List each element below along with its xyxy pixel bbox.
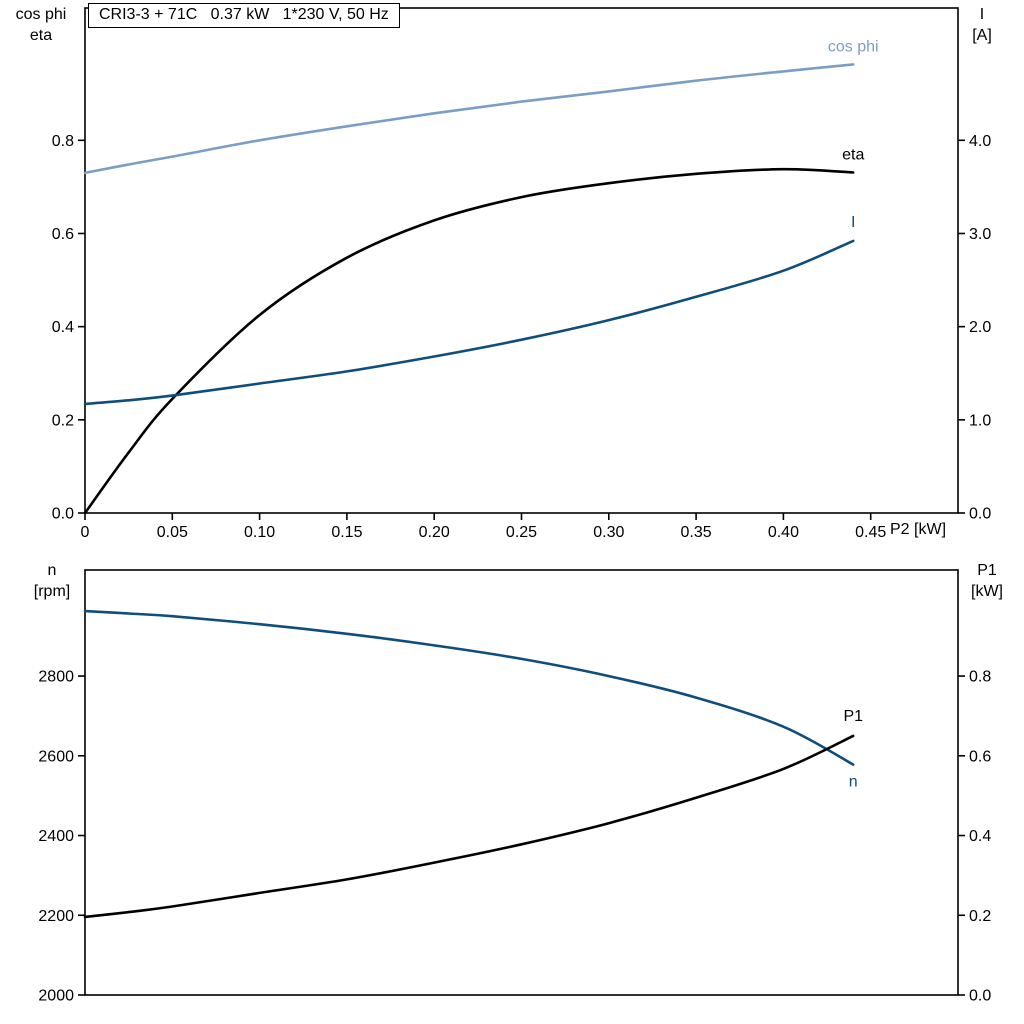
x-tick-label: 0.15 (331, 524, 362, 541)
curve-label-eta: eta (842, 146, 864, 163)
left-tick-label: 0.8 (52, 133, 74, 150)
right-tick-label: 4.0 (969, 133, 991, 150)
left-axis-title-line1: cos phi (15, 6, 67, 23)
right-axis-title-line1: P1 (977, 562, 997, 579)
x-tick-label: 0 (81, 524, 90, 541)
plot-frame (84, 7, 959, 514)
left-tick-label: 0.4 (52, 319, 74, 336)
right-tick-label: 0.8 (969, 669, 991, 686)
right-axis-title-line2: [kW] (971, 583, 1003, 600)
x-tick-label: 0.45 (855, 524, 886, 541)
x-tick-label: 0.30 (593, 524, 624, 541)
x-tick-label: 0.20 (419, 524, 450, 541)
x-tick-label: 0.25 (506, 524, 537, 541)
curve-label-I: I (851, 214, 855, 231)
right-tick-label: 0.2 (969, 908, 991, 925)
x-tick-label: 0.35 (681, 524, 712, 541)
x-tick-label: 0.10 (244, 524, 275, 541)
curve-label-n: n (849, 774, 858, 791)
right-tick-label: 0.0 (969, 506, 991, 523)
plot-top: 0.0 0.2 0.4 0.6 0.8 0.0 1.0 2.0 3.0 4.0 0 0.05 0.10 0… (52, 7, 991, 541)
left-tick-label: 0.0 (52, 506, 74, 523)
left-axis-title-line2: [rpm] (33, 583, 71, 600)
curve-eta (83, 167, 855, 515)
right-tick-label: 0.0 (969, 988, 991, 1005)
left-tick-label: 2400 (38, 828, 74, 845)
x-tick-label: 0.40 (768, 524, 799, 541)
right-tick-label: 1.0 (969, 412, 991, 429)
left-tick-label: 0.2 (52, 412, 74, 429)
right-axis-title-line2: [A] (972, 27, 992, 44)
left-axis-title-line2: eta (29, 27, 53, 44)
curve-I (83, 239, 855, 406)
right-axis-title-bottom: P1 [kW] (958, 560, 1016, 602)
left-axis-title-top: cos phi eta (2, 4, 80, 46)
left-tick-label: 2800 (38, 669, 74, 686)
left-tick-label: 2600 (38, 748, 74, 765)
curve-label-P1: P1 (843, 708, 863, 725)
curve-label-cos-phi: cos phi (828, 38, 879, 55)
x-axis-label: P2 [kW] (890, 521, 947, 538)
left-tick-label: 2200 (38, 908, 74, 925)
left-axis-title-line1: n (47, 562, 57, 579)
right-axis-title-line1: I (979, 6, 985, 23)
x-tick-label: 0.05 (157, 524, 188, 541)
title-box: CRI3-3 + 71C 0.37 kW 1*230 V, 50 Hz (88, 3, 400, 28)
right-tick-label: 0.6 (969, 748, 991, 765)
plot-frame (84, 569, 959, 996)
left-axis-title-bottom: n [rpm] (20, 560, 84, 602)
right-tick-label: 3.0 (969, 226, 991, 243)
curve-cos-phi (83, 63, 855, 175)
curve-n (83, 609, 855, 766)
left-tick-label: 2000 (38, 988, 74, 1005)
right-tick-label: 0.4 (969, 828, 991, 845)
curve-P1 (83, 734, 855, 919)
plot-bottom: 2000 2200 2400 2600 2800 0.0 0.2 0.4 0.6 0.8 n P1 (38, 569, 991, 1005)
right-tick-label: 2.0 (969, 319, 991, 336)
right-axis-title-top: I [A] (954, 4, 1010, 46)
left-tick-label: 0.6 (52, 226, 74, 243)
